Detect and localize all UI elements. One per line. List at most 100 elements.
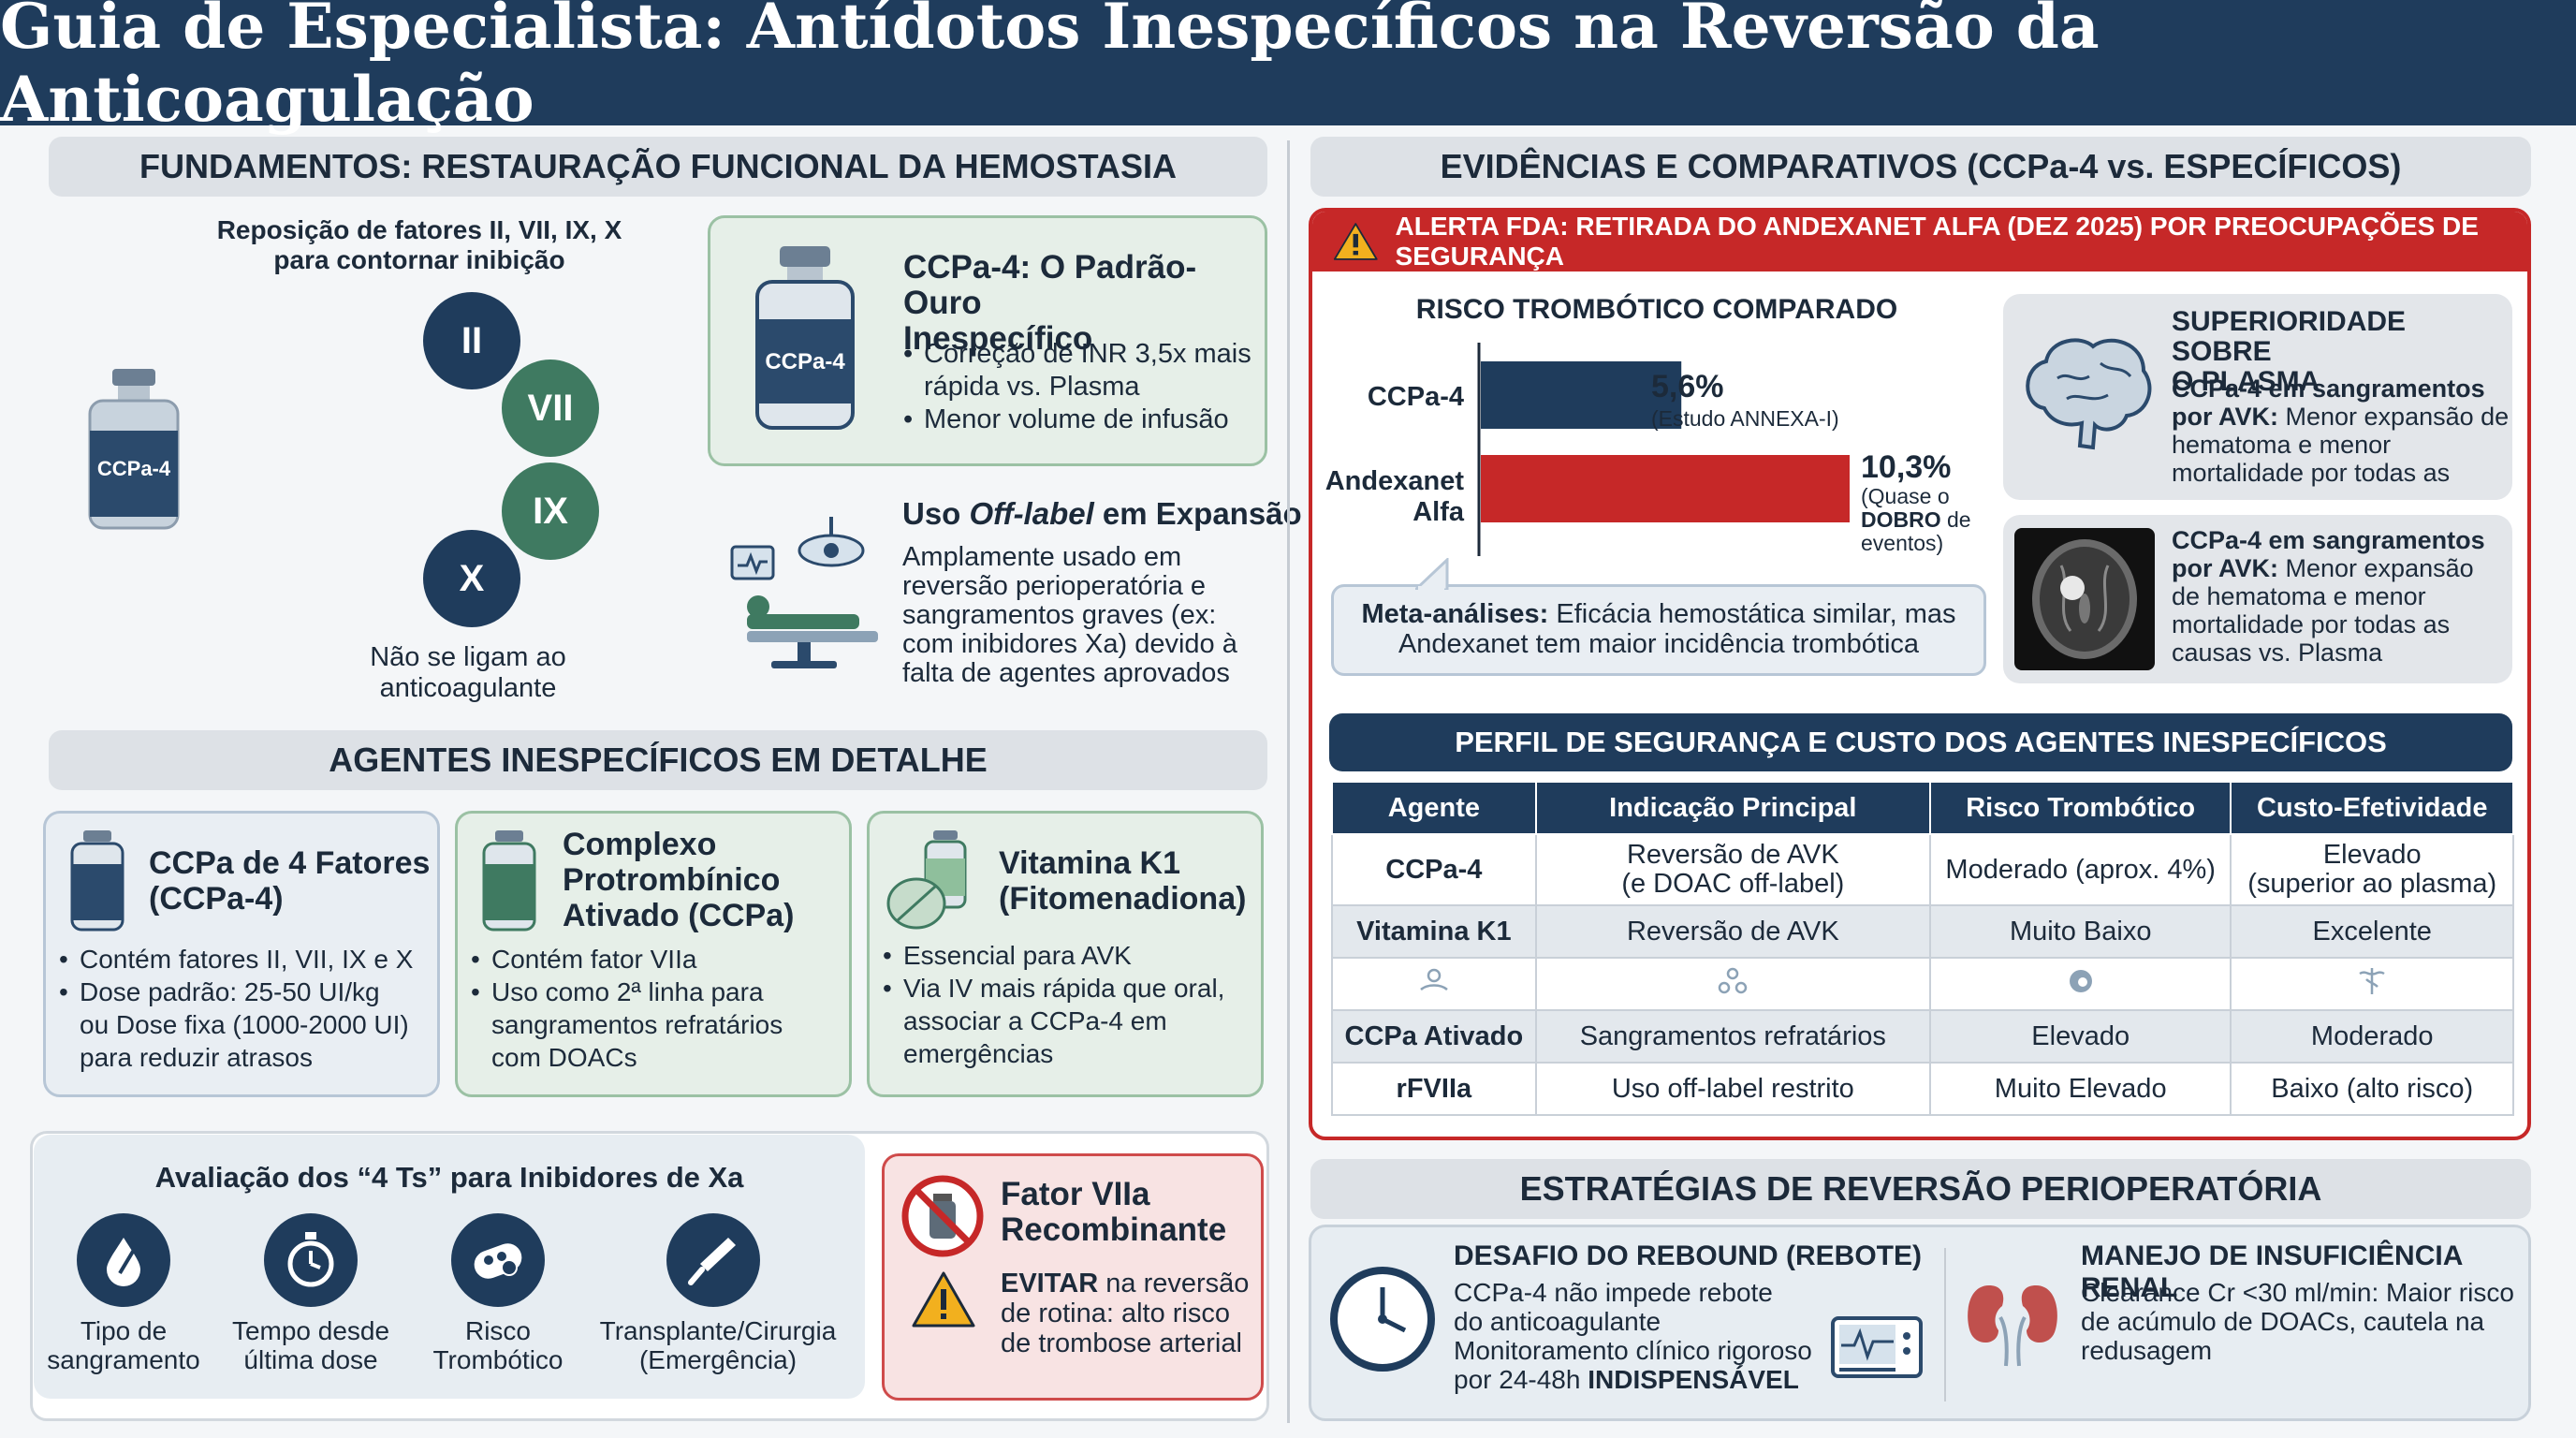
- chart-note-line: eventos): [1861, 531, 1944, 555]
- plasma-line: mortalidade por todas as: [2172, 459, 2451, 487]
- meta-line: Eficácia hemostática similar, mas: [1548, 599, 1956, 629]
- renal-text: Clearance Cr <30 ml/min: Maior risco de …: [2081, 1278, 2514, 1365]
- no-vial-icon: [900, 1173, 986, 1264]
- vial-icon: [68, 829, 126, 938]
- chart-note-bold: DOBRO: [1861, 507, 1941, 532]
- bullet-text: Essencial para AVK: [903, 941, 1132, 970]
- rfviia-title-line: Recombinante: [1001, 1211, 1227, 1248]
- bullet-text: Dose padrão: 25-50 UI/kg: [80, 977, 380, 1006]
- clock-icon: [1328, 1265, 1437, 1378]
- agent-bullet: Via IV mais rápida que oral, associar a C…: [883, 972, 1224, 1070]
- bullet-text: Menor volume de infusão: [924, 404, 1229, 434]
- vial-label: CCPa-4: [96, 457, 171, 480]
- table-cell: Excelente: [2230, 904, 2514, 959]
- four-ts-label-line: Tipo de: [80, 1316, 168, 1345]
- factors-note-line: Não se ligam ao: [370, 642, 566, 672]
- column-header: Agente: [1331, 781, 1537, 835]
- four-ts-label-line: Risco: [464, 1316, 531, 1345]
- gold-standard-card: CCPa-4 CCPa-4: O Padrão-Ouro Inespecífic…: [708, 215, 1267, 466]
- offlabel-line: sangramentos graves (ex:: [902, 600, 1217, 630]
- chart-category-line: Andexanet: [1325, 466, 1464, 496]
- plasma-line: Menor expansão de: [2278, 403, 2510, 431]
- table-cell: Moderado: [2230, 1009, 2514, 1064]
- bullet-text: ou Dose fixa (1000-2000 UI): [80, 1010, 409, 1039]
- agent-title-line: Complexo: [563, 827, 717, 862]
- fundamentos-heading: FUNDAMENTOS: RESTAURAÇÃO FUNCIONAL DA HE…: [49, 137, 1267, 197]
- agent-bullets: Contém fator VIIa Uso como 2ª linha para…: [471, 943, 783, 1074]
- meta-line: Andexanet tem maior incidência trombótic…: [1398, 629, 1920, 659]
- rebound-line: Monitoramento clínico rigoroso: [1454, 1336, 1812, 1365]
- meta-analysis-text: Meta-análises: Eficácia hemostática simi…: [1331, 599, 1986, 659]
- fda-alert-text: ALERTA FDA: RETIRADA DO ANDEXANET ALFA (…: [1395, 212, 2479, 271]
- plasma-line: mortalidade por todas as: [2172, 610, 2451, 638]
- table-cell: Sangramentos refratários: [1534, 1009, 1931, 1064]
- scalpel-icon: [666, 1213, 760, 1307]
- offlabel-title-part: em Expansão: [1093, 496, 1302, 531]
- plasma-title-line: SUPERIORIDADE SOBRE: [2172, 306, 2407, 367]
- factor-ii-circle: II: [423, 292, 520, 389]
- offlabel-title-part: Uso: [902, 496, 970, 531]
- plasma-bold: CCPa-4 em sangramentos: [2172, 374, 2485, 403]
- blood-drop-icon: [77, 1213, 170, 1307]
- clot-icon: [451, 1213, 545, 1307]
- bullet-text: Via IV mais rápida que oral,: [903, 974, 1225, 1003]
- table-cell: Uso off-label restrito: [1534, 1062, 1931, 1116]
- rfviia-title: Fator VIIa Recombinante: [1001, 1177, 1226, 1248]
- bullet-text: Correção de INR 3,5x mais: [924, 339, 1251, 369]
- four-ts-label-line: sangramento: [47, 1345, 200, 1374]
- four-ts-label: Risco Trombótico: [395, 1316, 601, 1374]
- monitor-icon: [1830, 1315, 1924, 1391]
- agent-bullet: Dose padrão: 25-50 UI/kg ou Dose fixa (10…: [59, 976, 413, 1074]
- caduceus-icon: [2230, 957, 2514, 1011]
- safety-cost-table: Agente Indicação Principal Risco Trombót…: [1331, 781, 2514, 1116]
- offlabel-line: falta de agentes aprovados: [902, 658, 1230, 688]
- bullet-text: Uso como 2ª linha para: [491, 977, 764, 1006]
- table-cell: Moderado (aprox. 4%): [1928, 833, 2232, 906]
- table-cell: CCPa Ativado: [1331, 1009, 1537, 1064]
- perfil-heading-text: PERFIL DE SEGURANÇA E CUSTO DOS AGENTES …: [1455, 726, 2387, 758]
- page-title: Guia de Especialista: Antídotos Inespecí…: [0, 0, 2576, 136]
- offlabel-line: Amplamente usado em: [902, 542, 1182, 572]
- four-ts-label-line: (Emergência): [638, 1345, 798, 1374]
- agent-card-title: CCPa de 4 Fatores (CCPa-4): [149, 845, 430, 917]
- agent-bullet: Uso como 2ª linha para sangramentos refra…: [471, 976, 783, 1074]
- gold-bullet: Menor volume de infusão: [903, 404, 1251, 436]
- table-cell: Reversão de AVK (e DOAC off-label): [1534, 833, 1931, 906]
- agent-card-title: Complexo Protrombínico Ativado (CCPa): [563, 827, 794, 933]
- column-divider: [1287, 140, 1290, 1423]
- plasma-line: de hematoma e menor: [2172, 582, 2426, 610]
- four-ts-label: Tipo de sangramento: [21, 1316, 227, 1374]
- factors-title-line: para contornar inibição: [273, 245, 565, 274]
- rfviia-title-line: Fator VIIa: [1001, 1176, 1150, 1212]
- hand-icon: [1331, 957, 1537, 1011]
- factor-label: X: [459, 557, 485, 599]
- plasma-text-2: CCPa-4 em sangramentos por AVK: Menor ex…: [2172, 526, 2485, 667]
- factor-label: IX: [533, 490, 568, 532]
- renal-line: redusagem: [2081, 1336, 2213, 1365]
- four-ts-label: Tempo desde última dose: [208, 1316, 414, 1374]
- agent-card-ccpa: Complexo Protrombínico Ativado (CCPa) Co…: [455, 811, 852, 1097]
- bullet-text: emergências: [903, 1039, 1054, 1068]
- meta-analysis-callout: [1331, 584, 1986, 676]
- chart-value-label: 5,6%: [1651, 369, 1724, 404]
- agentes-heading: AGENTES INESPECÍFICOS EM DETALHE: [49, 730, 1267, 790]
- four-ts-label-line: Tempo desde: [231, 1316, 390, 1345]
- renal-title: MANEJO DE INSUFICIÊNCIA RENAL: [2081, 1240, 2463, 1303]
- chart-title: RISCO TROMBÓTICO COMPARADO: [1415, 294, 1898, 325]
- table-row: CCPa Ativado Sangramentos refratários El…: [1331, 1009, 2514, 1064]
- table-cell: Muito Baixo: [1928, 904, 2232, 959]
- table-row: rFVIIa Uso off-label restrito Muito Elev…: [1331, 1062, 2514, 1116]
- rebound-line: CCPa-4 não impede rebote: [1454, 1278, 1773, 1307]
- agent-bullet: Contém fator VIIa: [471, 943, 783, 976]
- agent-title-line: Vitamina K1: [999, 845, 1181, 881]
- plasma-bold: CCPa-4 em sangramentos: [2172, 526, 2485, 554]
- four-ts-label-line: última dose: [243, 1345, 378, 1374]
- bullet-text: Contém fatores II, VII, IX e X: [80, 945, 414, 974]
- gold-title-line: CCPa-4: O Padrão-Ouro: [903, 249, 1197, 321]
- renal-line: Clearance Cr <30 ml/min: Maior risco: [2081, 1278, 2514, 1307]
- column-header: Risco Trombótico: [1928, 781, 2232, 835]
- factor-label: II: [461, 319, 483, 361]
- offlabel-title: Uso Off-label em Expansão: [902, 496, 1302, 532]
- pill-icon: [1928, 957, 2232, 1011]
- rebound-line: do anticoagulante: [1454, 1307, 1661, 1336]
